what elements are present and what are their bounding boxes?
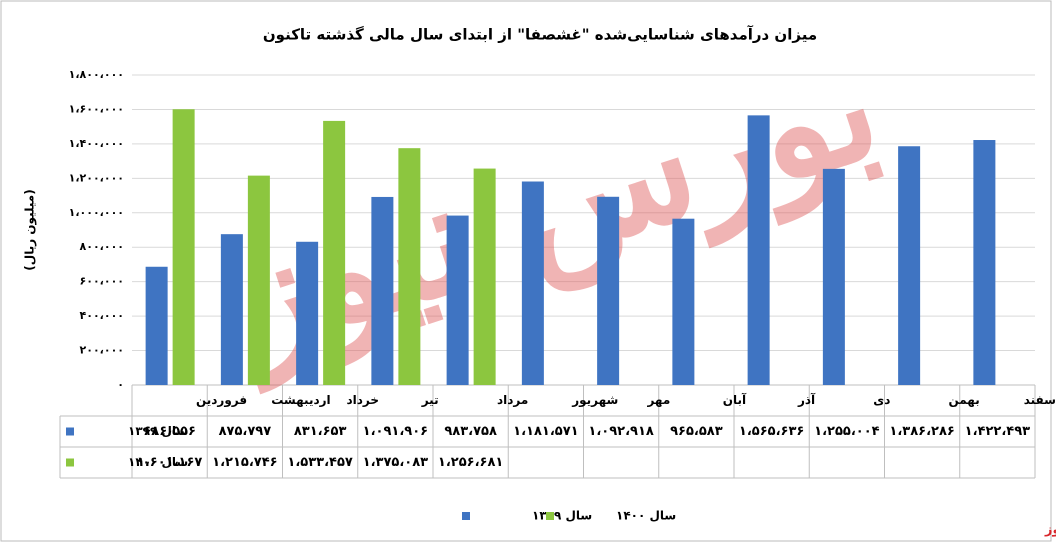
- x-tick-label: فروردین: [196, 393, 247, 408]
- bar: [473, 168, 496, 385]
- table-value: ۹۸۳،۷۵۸: [444, 424, 497, 439]
- bar: [172, 109, 195, 385]
- table-value: ۱،۳۸۶،۲۸۶: [889, 424, 954, 439]
- table-value: ۱،۲۱۵،۷۴۶: [212, 455, 277, 470]
- y-tick-label: ۴۰۰،۰۰۰: [80, 309, 124, 322]
- bar: [597, 196, 620, 385]
- x-tick-label: دی: [873, 393, 890, 407]
- x-tick-label: مرداد: [497, 393, 528, 407]
- bar: [247, 175, 270, 385]
- table-value: ۱،۰۹۱،۹۰۶: [363, 424, 428, 439]
- x-tick-label: آبان: [723, 392, 747, 407]
- y-tick-label: ۱،۰۰۰،۰۰۰: [69, 206, 124, 219]
- bar: [898, 146, 921, 385]
- chart-title: میزان درآمدهای شناسایی‌شده "غشصفا" از اب…: [263, 26, 817, 44]
- bar: [323, 120, 346, 385]
- table-value: ۱،۴۲۲،۴۹۳: [965, 424, 1030, 439]
- bar: [398, 148, 421, 385]
- y-tick-label: ۸۰۰،۰۰۰: [80, 240, 124, 253]
- table-value: ۱،۳۷۵،۰۸۳: [363, 455, 428, 470]
- table-series-label: سال ۱۴۰۰: [128, 455, 188, 469]
- y-tick-label: ۱،۶۰۰،۰۰۰: [69, 102, 124, 115]
- y-axis-title: (میلیون ریال): [23, 189, 38, 270]
- table-legend-key: [66, 458, 74, 467]
- legend-key: [462, 512, 470, 520]
- table-value: ۱،۲۵۵،۰۰۴: [814, 424, 879, 439]
- table-series-label: سال ۱۳۹۹: [128, 424, 188, 438]
- x-tick-label: خرداد: [346, 393, 379, 407]
- bar: [521, 181, 544, 385]
- bar: [220, 234, 243, 385]
- table-value: ۸۳۱،۶۵۳: [294, 424, 347, 439]
- y-tick-label: ۶۰۰،۰۰۰: [80, 275, 124, 288]
- y-tick-label: ۱،۲۰۰،۰۰۰: [69, 171, 124, 184]
- table-value: ۹۶۵،۵۸۳: [670, 424, 723, 439]
- bar: [296, 241, 319, 385]
- bar: [822, 168, 845, 385]
- x-tick-label: تیر: [421, 393, 439, 407]
- table-value: ۶۸۶،۵۵۶: [143, 424, 196, 439]
- table-value: ۱،۲۵۶،۶۸۱: [438, 455, 503, 470]
- table-value: ۱،۱۸۱،۵۷۱: [513, 424, 578, 439]
- x-tick-label: بهمن: [948, 393, 979, 407]
- legend-key: [546, 512, 554, 520]
- y-tick-label: ۱،۸۰۰،۰۰۰: [69, 68, 124, 81]
- bar: [747, 115, 770, 386]
- source: بورس نیوز: [1044, 523, 1056, 538]
- y-tick-label: ۱،۴۰۰،۰۰۰: [69, 137, 124, 150]
- x-tick-label: آذر: [797, 392, 816, 407]
- bar: [371, 196, 394, 385]
- x-tick-label: مهر: [646, 393, 670, 407]
- table-value: ۱،۶۰۱،۱۶۷: [137, 455, 202, 470]
- bar: [145, 266, 168, 385]
- table-value: ۸۷۵،۷۹۷: [219, 424, 272, 439]
- legend-label: سال ۱۴۰۰: [616, 509, 676, 523]
- y-tick-label: ۲۰۰،۰۰۰: [80, 344, 124, 357]
- bar: [446, 215, 469, 385]
- table-value: ۱،۵۶۵،۶۳۶: [739, 424, 804, 439]
- x-tick-label: اسفند: [1024, 393, 1056, 407]
- table-value: ۱،۰۹۲،۹۱۸: [588, 424, 653, 439]
- bar: [672, 218, 695, 385]
- bar: [973, 140, 996, 385]
- x-tick-label: اردیبهشت: [271, 393, 330, 407]
- x-tick-label: شهریور: [571, 393, 618, 408]
- legend-label: سال ۱۳۹۹: [532, 509, 592, 523]
- table-value: ۱،۵۳۳،۴۵۷: [287, 455, 352, 470]
- y-tick-label: ۰: [117, 378, 124, 391]
- table-legend-key: [66, 427, 74, 436]
